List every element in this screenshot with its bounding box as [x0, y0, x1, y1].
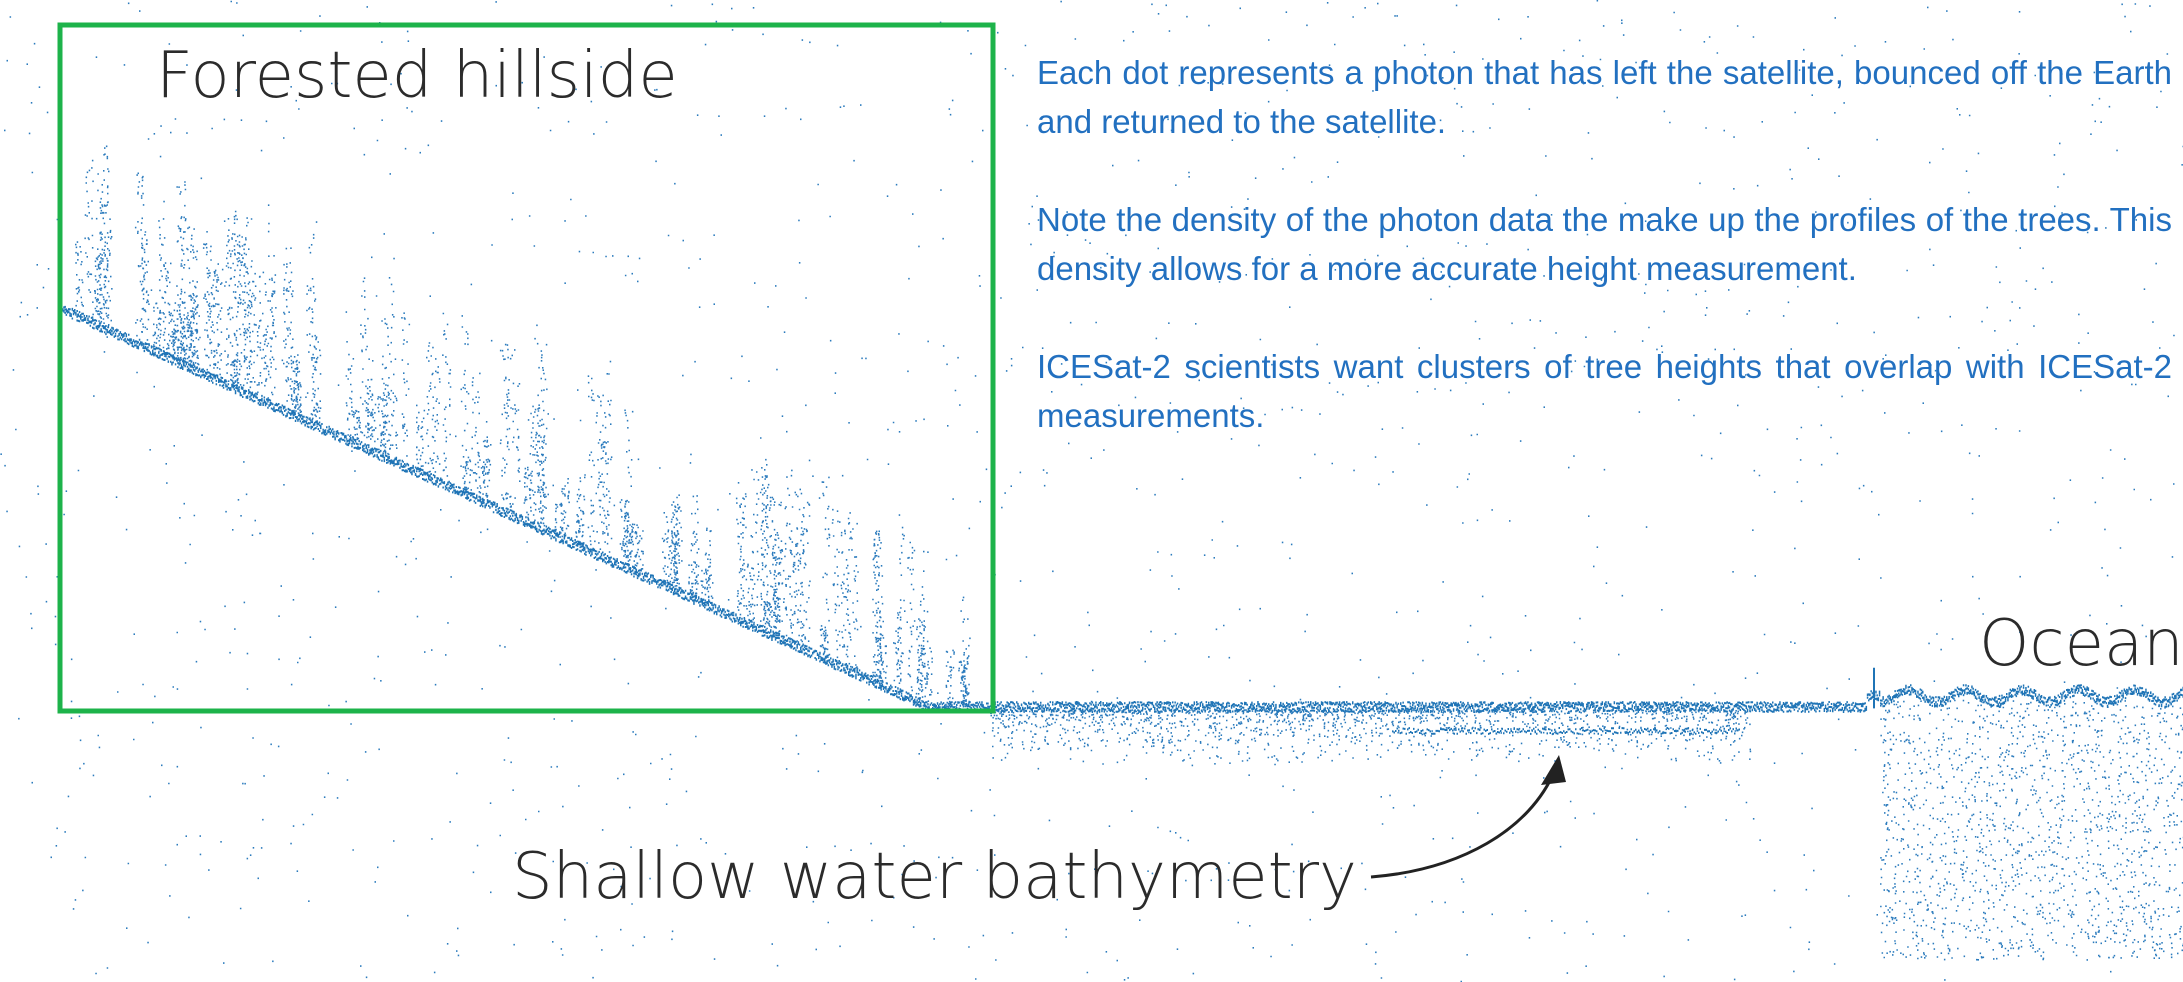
note: Each dot represents a photon that has le…: [1037, 54, 2172, 140]
notes: Each dot represents a photon that has le…: [1037, 48, 2172, 489]
highlight-box: [57, 22, 996, 714]
bathymetry-label: Shallow water bathymetry: [512, 840, 1357, 914]
arrow: [1370, 769, 1557, 879]
forest-label: Forested hillside: [156, 39, 678, 113]
note: Note the density of the photon data the …: [1037, 201, 2172, 287]
ocean-label: Ocean: [1979, 607, 2183, 681]
arrow-head: [1541, 755, 1566, 785]
photon-surface: [62, 305, 2183, 735]
note: ICESat-2 scientists want clusters of tre…: [1037, 348, 2172, 434]
